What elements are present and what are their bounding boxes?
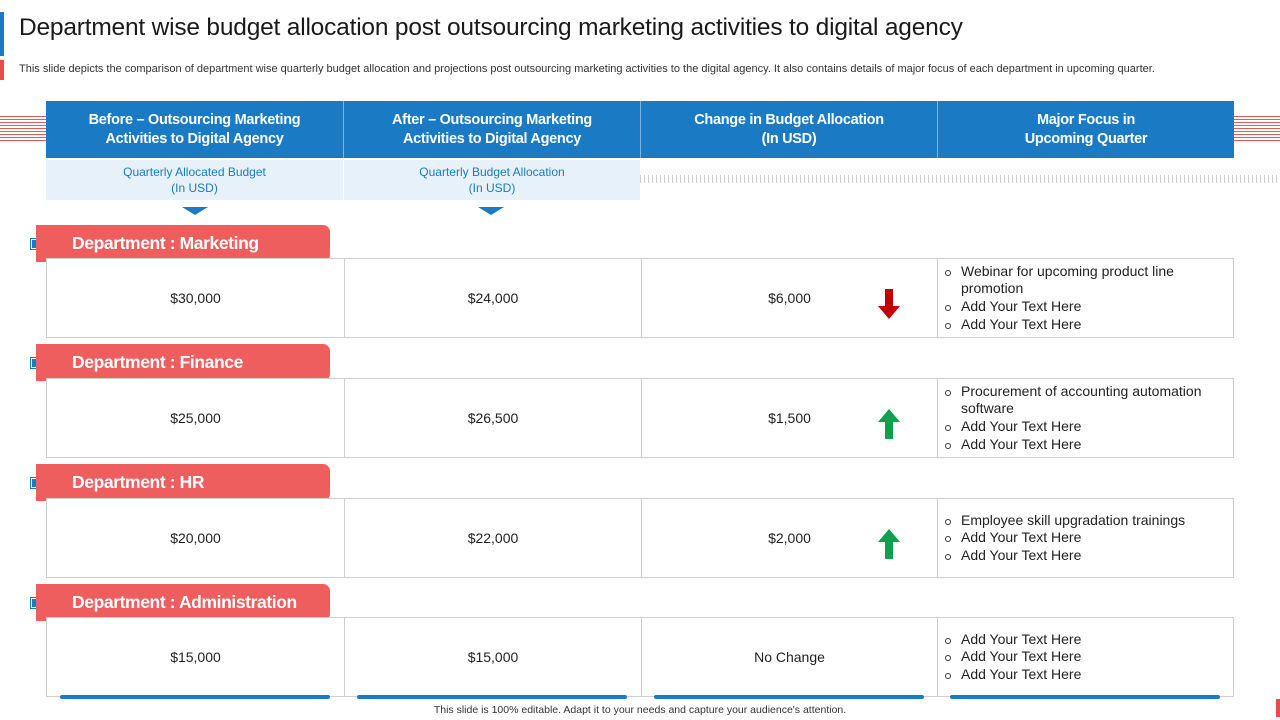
focus-cell: Procurement of accounting automation sof… xyxy=(937,379,1234,457)
focus-item: Add Your Text Here xyxy=(944,436,1234,454)
focus-item: Add Your Text Here xyxy=(944,316,1234,334)
page-title: Department wise budget allocation post o… xyxy=(19,14,963,41)
decorative-stripes-right xyxy=(1234,116,1280,142)
header-change: Change in Budget Allocation (In USD) xyxy=(640,101,937,158)
focus-item: Procurement of accounting automation sof… xyxy=(944,383,1234,418)
before-value: $20,000 xyxy=(170,530,221,546)
focus-list: Employee skill upgradation trainings Add … xyxy=(944,512,1185,565)
focus-item: Add Your Text Here xyxy=(944,648,1081,666)
after-value: $24,000 xyxy=(344,259,641,337)
focus-item: Add Your Text Here xyxy=(944,631,1081,649)
before-value: $15,000 xyxy=(170,649,221,665)
focus-item: Add Your Text Here xyxy=(944,418,1234,436)
change-value: $1,500 xyxy=(641,379,937,457)
after-value: $22,000 xyxy=(344,499,641,577)
page-subtitle: This slide depicts the comparison of dep… xyxy=(19,63,1155,75)
after-value: $15,000 xyxy=(344,618,641,696)
subheader-after: Quarterly Budget Allocation (In USD) xyxy=(344,160,640,200)
focus-item: Add Your Text Here xyxy=(944,666,1081,684)
subheader-before: Quarterly Allocated Budget (In USD) xyxy=(46,160,343,200)
decorative-stripes-left xyxy=(0,116,46,142)
column-footer-bar xyxy=(654,695,924,699)
decorative-tick-strip xyxy=(640,175,1280,183)
title-accent-bar xyxy=(0,12,4,56)
focus-list: Procurement of accounting automation sof… xyxy=(944,383,1234,453)
department-label: Department : Marketing xyxy=(36,225,330,262)
header-after: After – Outsourcing Marketing Activities… xyxy=(343,101,640,158)
pointer-triangle-icon xyxy=(182,207,208,215)
department-label: Department : Administration xyxy=(36,584,330,621)
column-footer-bar xyxy=(60,695,330,699)
after-value: $26,500 xyxy=(344,379,641,457)
footer-note: This slide is 100% editable. Adapt it to… xyxy=(433,704,847,716)
change-value: $6,000 xyxy=(641,259,937,337)
focus-list: Webinar for upcoming product line promot… xyxy=(944,263,1234,333)
department-label: Department : HR xyxy=(36,464,330,501)
focus-item: Employee skill upgradation trainings xyxy=(944,512,1185,530)
column-footer-bar xyxy=(357,695,627,699)
table-row: $20,000 $22,000 $2,000 Employee skill upgra… xyxy=(46,498,1234,578)
department-label: Department : Finance xyxy=(36,344,330,381)
change-value: No Change xyxy=(641,618,937,696)
header-before: Before – Outsourcing Marketing Activitie… xyxy=(46,101,343,158)
arrow-up-icon xyxy=(878,529,900,559)
pointer-triangle-icon xyxy=(478,207,504,215)
focus-cell: Add Your Text Here Add Your Text Here Add … xyxy=(937,618,1234,696)
table-row: $25,000 $26,500 $1,500 Procurement of accou… xyxy=(46,378,1234,458)
header-focus: Major Focus in Upcoming Quarter xyxy=(937,101,1234,158)
focus-cell: Webinar for upcoming product line promot… xyxy=(937,259,1234,337)
focus-item: Add Your Text Here xyxy=(944,529,1185,547)
subtitle-accent-bar xyxy=(0,60,4,80)
table-row: $15,000 $15,000 No Change Add Your Text Her… xyxy=(46,617,1234,697)
before-value: $30,000 xyxy=(170,290,221,306)
table-row: $30,000 $24,000 $6,000 Webinar for upcoming… xyxy=(46,258,1234,338)
before-value: $25,000 xyxy=(170,410,221,426)
change-value: $2,000 xyxy=(641,499,937,577)
focus-item: Webinar for upcoming product line promot… xyxy=(944,263,1234,298)
focus-item: Add Your Text Here xyxy=(944,298,1234,316)
focus-cell: Employee skill upgradation trainings Add … xyxy=(937,499,1234,577)
arrow-up-icon xyxy=(878,409,900,439)
corner-accent xyxy=(1276,699,1280,717)
arrow-down-icon xyxy=(878,289,900,319)
focus-list: Add Your Text Here Add Your Text Here Add … xyxy=(944,631,1081,684)
column-footer-bar xyxy=(950,695,1220,699)
focus-item: Add Your Text Here xyxy=(944,547,1185,565)
